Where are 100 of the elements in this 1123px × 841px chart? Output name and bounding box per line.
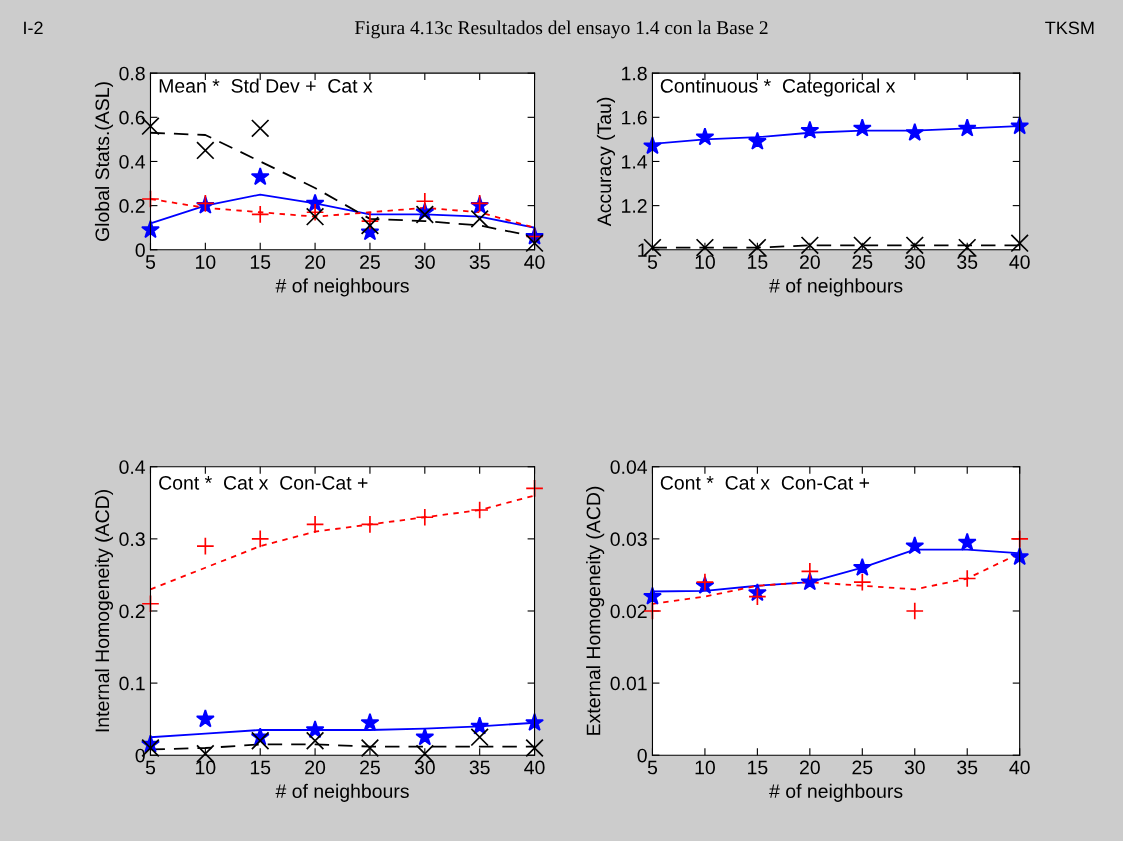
point <box>852 557 872 576</box>
point <box>250 167 270 186</box>
x-tick-label: 25 <box>852 255 873 269</box>
x-tick-label: 20 <box>800 760 820 775</box>
point <box>305 203 325 222</box>
x-tick-label: 25 <box>852 760 873 775</box>
point <box>305 207 325 226</box>
point <box>141 220 160 239</box>
x-tick-label: 25 <box>360 255 380 269</box>
x-tick-label: 30 <box>904 760 925 775</box>
point <box>800 236 820 255</box>
x-axis-title: # of neighbours <box>769 278 903 297</box>
x-tick-label: 35 <box>957 255 978 269</box>
point <box>905 122 925 141</box>
y-tick-label: 1.4 <box>622 155 648 169</box>
point <box>305 515 325 534</box>
point <box>305 720 325 739</box>
point <box>525 738 544 758</box>
point <box>1010 116 1030 135</box>
x-tick-label: 10 <box>196 255 216 269</box>
point <box>470 716 490 735</box>
x-tick-label: 40 <box>524 760 545 775</box>
y-axis-title: Global Stats.(ASL) <box>94 82 114 241</box>
annotation: Continuous * Categorical x <box>660 78 896 97</box>
y-tick-label: 0.2 <box>119 604 145 619</box>
point <box>360 211 380 231</box>
y-tick-label: 0.04 <box>610 460 648 474</box>
annotation: Cont * Cat x Con-Cat + <box>159 475 368 490</box>
x-tick-label: 40 <box>524 255 545 269</box>
point <box>360 738 380 758</box>
y-tick-label: 0.01 <box>610 676 647 691</box>
point <box>958 569 977 588</box>
x-tick-label: 20 <box>305 760 326 775</box>
x-tick-label: 10 <box>695 255 715 269</box>
x-tick-label: 15 <box>250 255 271 269</box>
y-tick-label: 0.2 <box>119 199 145 213</box>
x-axis-title: # of neighbours <box>275 278 409 297</box>
point <box>251 205 270 224</box>
annotation: Mean * Std Dev + Cat x <box>159 78 373 93</box>
y-tick-label: 0 <box>135 243 145 258</box>
point <box>643 136 662 155</box>
x-tick-label: 10 <box>196 760 216 775</box>
x-axis-title: # of neighbours <box>769 783 903 802</box>
y-tick-label: 0 <box>135 748 145 763</box>
point <box>747 131 767 150</box>
point <box>360 515 380 534</box>
x-tick-label: 30 <box>904 255 925 269</box>
y-tick-label: 1.6 <box>622 110 647 125</box>
chart-title: Figura 4.13c Resultados del ensayo 1.4 con la Base 2 <box>354 20 768 39</box>
y-tick-label: 0.4 <box>119 154 146 169</box>
point <box>852 118 872 137</box>
y-axis-title: External Homogeneity (ACD) <box>586 486 605 735</box>
point <box>470 728 489 747</box>
text: I-2 <box>24 21 43 35</box>
point <box>695 127 715 146</box>
x-tick-label: 30 <box>414 760 435 775</box>
point <box>905 236 924 255</box>
point <box>470 209 489 229</box>
y-tick-label: 0.1 <box>119 676 145 691</box>
y-tick-label: 1.8 <box>622 66 647 81</box>
point <box>305 193 325 212</box>
x-tick-label: 20 <box>305 255 326 269</box>
point <box>853 572 872 592</box>
x-tick-label: 10 <box>695 760 715 775</box>
y-tick-label: 0.03 <box>610 532 647 547</box>
x-tick-label: 20 <box>800 255 820 269</box>
point <box>251 529 270 549</box>
x-tick-label: 30 <box>414 255 435 269</box>
point <box>525 712 544 731</box>
x-tick-label: 35 <box>957 760 978 775</box>
annotation: Cont * Cat x Con-Cat + <box>660 475 870 490</box>
x-tick-label: 5 <box>145 760 156 775</box>
x-tick-label: 15 <box>250 760 271 775</box>
x-tick-label: 40 <box>1009 760 1030 775</box>
y-tick-label: 0.6 <box>119 110 145 125</box>
point <box>1010 529 1029 549</box>
x-axis-title: # of neighbours <box>275 783 409 802</box>
point <box>360 216 380 235</box>
y-tick-label: 0.3 <box>119 532 145 547</box>
point <box>196 536 215 556</box>
point <box>415 727 435 746</box>
x-tick-label: 35 <box>469 255 490 269</box>
point <box>800 562 820 581</box>
point <box>1010 547 1030 566</box>
point <box>251 731 270 750</box>
y-tick-label: 0.02 <box>610 604 647 619</box>
point <box>470 500 489 520</box>
x-tick-label: 15 <box>748 760 768 775</box>
x-tick-label: 35 <box>469 760 490 775</box>
y-tick-label: 0 <box>637 748 647 763</box>
x-tick-label: 40 <box>1009 255 1030 269</box>
x-tick-label: 5 <box>647 760 658 775</box>
y-axis-title: Accuracy (Tau) <box>596 97 616 227</box>
point <box>905 601 924 621</box>
point <box>305 731 325 750</box>
point <box>905 536 925 555</box>
point <box>195 709 215 728</box>
point <box>853 236 872 255</box>
point <box>957 532 977 551</box>
point <box>196 141 215 160</box>
